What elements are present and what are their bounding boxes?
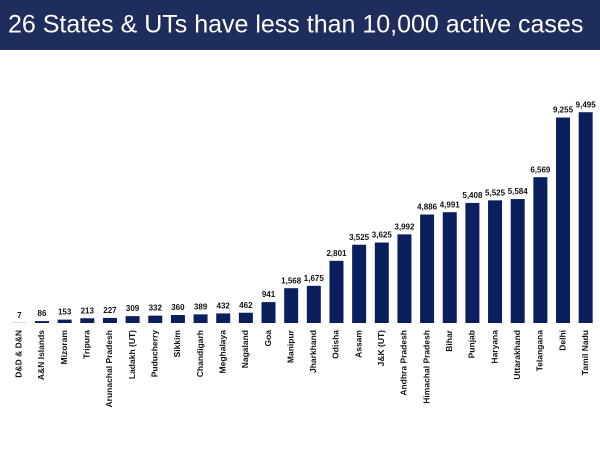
x-tick-label: Haryana — [489, 330, 499, 364]
x-tick-label: Jharkhand — [308, 330, 318, 373]
chart-title: 26 States & UTs have less than 10,000 ac… — [8, 11, 583, 39]
bar — [238, 312, 253, 323]
bar — [193, 314, 208, 323]
value-label: 360 — [171, 303, 185, 312]
value-label: 7 — [17, 311, 22, 320]
value-label: 941 — [262, 290, 276, 299]
x-tick-label: Tripura — [82, 330, 92, 359]
value-label: 3,992 — [394, 222, 415, 231]
header-band — [0, 0, 600, 50]
bar — [578, 112, 593, 323]
x-tick-label: Sikkim — [172, 330, 182, 358]
bar — [216, 313, 231, 323]
bar — [125, 316, 140, 323]
value-label: 153 — [58, 308, 72, 317]
bar — [510, 199, 525, 323]
bar — [148, 315, 163, 323]
x-tick-label: Mizoram — [59, 330, 69, 365]
value-label: 2,801 — [326, 249, 347, 258]
bar — [34, 321, 49, 323]
bar — [488, 200, 503, 323]
bar — [442, 212, 457, 323]
bar — [284, 288, 299, 323]
x-tick-label: Telangana — [535, 330, 545, 372]
bar — [329, 260, 344, 323]
x-tick-label: Bihar — [444, 329, 454, 351]
x-tick-label: A&N Islands — [36, 330, 46, 380]
value-label: 4,991 — [440, 200, 461, 209]
value-label: 4,886 — [417, 203, 438, 212]
bar — [397, 234, 412, 323]
value-label: 332 — [149, 304, 163, 313]
x-tick-label: Himachal Pradesh — [421, 330, 431, 404]
value-label: 3,525 — [349, 233, 370, 242]
x-tick-label: Nagaland — [240, 330, 250, 368]
x-tick-label: Tamil Nadu — [580, 330, 590, 375]
x-tick-label: Puducherry — [150, 330, 160, 378]
bar — [306, 285, 321, 323]
x-tick-label: Uttarakhand — [512, 330, 522, 380]
value-label: 5,408 — [462, 191, 483, 200]
bar — [170, 315, 185, 323]
bar — [80, 318, 95, 323]
value-label: 5,584 — [508, 187, 529, 196]
bar — [261, 302, 276, 323]
x-tick-label: Manipur — [285, 329, 295, 363]
x-tick-label: Delhi — [557, 330, 567, 351]
bar — [465, 202, 480, 323]
x-tick-label: Chandigarh — [195, 330, 205, 377]
bar — [57, 319, 72, 323]
value-label: 389 — [194, 302, 208, 311]
bar — [533, 177, 548, 323]
x-tick-label: Goa — [263, 330, 273, 347]
value-label: 3,625 — [372, 231, 393, 240]
value-label: 1,675 — [304, 274, 325, 283]
value-label: 9,255 — [553, 106, 574, 115]
value-label: 6,569 — [530, 165, 551, 174]
bar — [556, 117, 571, 323]
bar — [352, 244, 367, 323]
x-tick-label: Punjab — [467, 330, 477, 358]
x-tick-label: Meghalaya — [217, 330, 227, 374]
value-label: 86 — [38, 309, 47, 318]
bar — [420, 214, 435, 323]
value-label: 5,525 — [485, 188, 506, 197]
x-tick-label: Odisha — [331, 330, 341, 359]
value-label: 1,568 — [281, 276, 302, 285]
bar — [102, 317, 117, 323]
value-label: 9,495 — [576, 100, 597, 109]
x-tick-label: Ladakh (UT) — [127, 330, 137, 379]
bar — [374, 242, 389, 323]
value-label: 432 — [217, 302, 231, 311]
value-label: 213 — [81, 306, 95, 315]
x-tick-label: Andhra Pradesh — [399, 330, 409, 396]
x-tick-label: J&K (UT) — [376, 330, 386, 367]
x-tick-label: Assam — [353, 330, 363, 358]
x-tick-label: Arunachal Pradesh — [104, 330, 114, 407]
x-tick-label: D&D & D&N — [14, 330, 24, 378]
value-label: 227 — [103, 306, 117, 315]
value-label: 462 — [239, 301, 253, 310]
value-label: 309 — [126, 304, 140, 313]
